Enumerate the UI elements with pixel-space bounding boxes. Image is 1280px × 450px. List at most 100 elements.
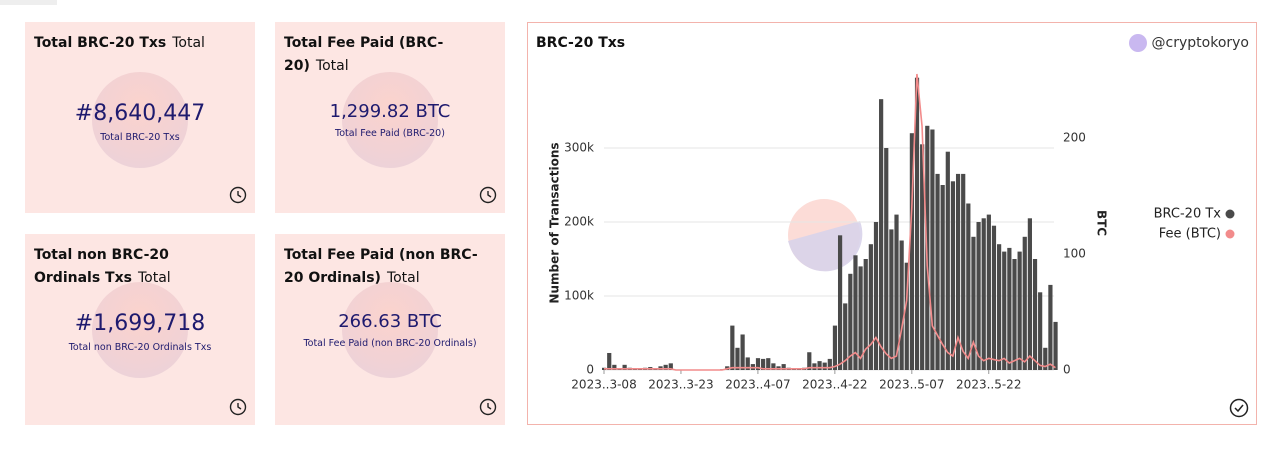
card-title-text: Total BRC-20 Txs [34, 35, 167, 51]
legend-label: Fee (BTC) [1159, 227, 1221, 242]
clock-icon[interactable] [229, 186, 247, 204]
y2-tick-label: 0 [1063, 363, 1071, 377]
chart-panel: BRC-20 Txs @cryptokoryo Number of Transa… [527, 22, 1257, 425]
y2-axis-label: BTC [1095, 210, 1109, 236]
card-title-text: Total Fee Paid (non BRC-20 Ordinals) [284, 247, 478, 286]
bar [822, 362, 827, 370]
bar [920, 144, 925, 370]
bar [955, 173, 961, 370]
card-circle [342, 72, 438, 168]
bar [853, 255, 858, 370]
card-circle [342, 282, 438, 378]
attribution[interactable]: @cryptokoryo [1152, 35, 1249, 51]
y-tick-label: 100k [564, 289, 594, 303]
bar [1022, 236, 1027, 370]
clock-icon[interactable] [229, 398, 247, 416]
bar [848, 273, 853, 370]
bar [761, 358, 766, 370]
bar [843, 303, 848, 370]
bar [863, 259, 868, 370]
card-title-text: Total Fee Paid (BRC-20) [284, 35, 444, 74]
card-circle [92, 282, 188, 378]
legend-swatch [1225, 209, 1235, 219]
x-tick-label: 2023..4-07 [725, 378, 790, 392]
bar [832, 325, 838, 370]
bar [735, 347, 740, 370]
watermark [788, 221, 863, 272]
stat-card: Total BRC-20 Txs Total #8,640,447 Total BRC… [25, 22, 255, 213]
card-caption: Total BRC-20 Txs [100, 132, 180, 143]
x-tick-label: 2023..3-08 [571, 378, 636, 392]
bar [812, 363, 817, 370]
card-title-text: Total non BRC-20 Ordinals Txs [34, 247, 169, 286]
stat-card: Total non BRC-20 Ordinals Txs Total #1,699… [25, 234, 255, 425]
bar [1048, 284, 1053, 370]
card-caption: Total Fee Paid (non BRC-20 Ordinals) [303, 338, 477, 349]
bar [997, 244, 1002, 370]
bar [766, 358, 771, 370]
bar [904, 262, 909, 370]
clock-icon[interactable] [479, 398, 497, 416]
bar [914, 77, 920, 370]
y2-tick-label: 200 [1063, 130, 1086, 144]
card-subtitle: Total [137, 270, 171, 286]
bar [966, 203, 971, 370]
bar [940, 185, 945, 370]
bar [745, 357, 750, 370]
card-title: Total Fee Paid (non BRC-20 Ordinals) Tota… [284, 244, 489, 290]
y-tick-label: 200k [564, 215, 594, 229]
stat-card: Total Fee Paid (BRC-20) Total 1,299.82 BTC… [275, 22, 505, 213]
bar [1038, 292, 1043, 370]
bar [1032, 259, 1038, 370]
card-title: Total non BRC-20 Ordinals Txs Total [34, 244, 239, 290]
bar [1012, 259, 1017, 370]
bar [1027, 218, 1032, 370]
bar [1043, 347, 1048, 370]
bar [935, 173, 940, 370]
y-axis-label: Number of Transactions [548, 142, 562, 303]
bar [899, 240, 904, 370]
bar [740, 334, 745, 370]
x-tick-label: 2023..5-07 [879, 378, 944, 392]
stat-card: Total Fee Paid (non BRC-20 Ordinals) Tota… [275, 234, 505, 425]
card-circle [92, 72, 188, 168]
bar [868, 244, 873, 370]
check-icon[interactable] [1229, 398, 1249, 418]
bar [945, 151, 950, 370]
x-tick-label: 2023..4-22 [802, 378, 867, 392]
bar [771, 363, 776, 370]
card-subtitle: Total [172, 35, 205, 51]
card-caption: Total Fee Paid (BRC-20) [335, 128, 445, 139]
y-tick-label: 300k [564, 141, 594, 155]
clock-icon[interactable] [479, 186, 497, 204]
bar [930, 129, 935, 370]
bar [781, 364, 786, 370]
x-tick-label: 2023..5-22 [956, 378, 1021, 392]
bar [827, 358, 832, 370]
x-tick-label: 2023..3-23 [648, 378, 713, 392]
chart-title: BRC-20 Txs [536, 35, 625, 51]
card-subtitle: Total [315, 58, 349, 74]
legend-label: BRC-20 Tx [1154, 207, 1222, 222]
bar [858, 266, 863, 370]
top-tab [0, 0, 57, 5]
fee-line [604, 73, 1056, 371]
avatar [1129, 34, 1147, 52]
bar [873, 222, 879, 370]
bar [950, 181, 956, 370]
card-value: 1,299.82 BTC [329, 101, 451, 122]
bar [884, 148, 889, 370]
bar [981, 218, 986, 370]
card-value: 266.63 BTC [338, 311, 442, 332]
bar [909, 133, 914, 370]
bar [971, 236, 976, 370]
card-title: Total Fee Paid (BRC-20) Total [284, 32, 489, 78]
bar [1002, 251, 1007, 370]
card-value: #1,699,718 [74, 311, 206, 336]
bar [612, 364, 617, 370]
bar [961, 173, 966, 370]
bar [991, 225, 997, 370]
bar [668, 363, 673, 370]
card-value: #8,640,447 [74, 101, 206, 126]
